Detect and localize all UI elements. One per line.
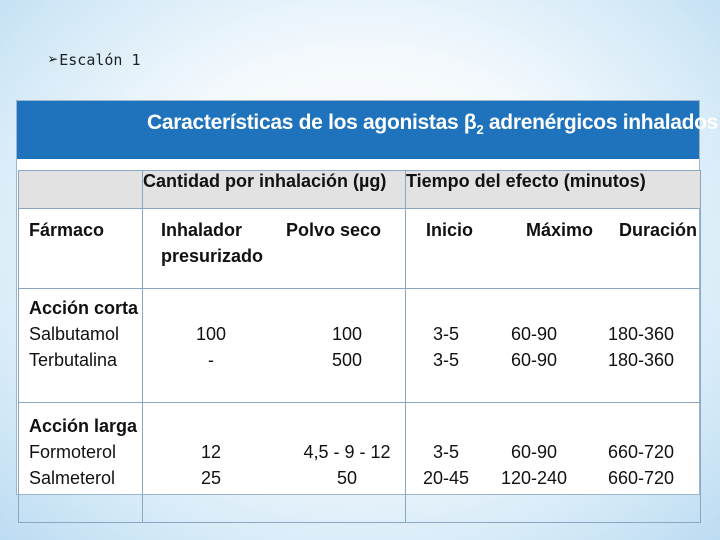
duration-value: 180-360: [607, 350, 675, 370]
section-title: Acción corta: [29, 298, 139, 318]
drug-name: Salbutamol: [29, 324, 120, 344]
section-row-long: Acción larga Formoterol Salmeterol 12 25…: [18, 402, 701, 523]
col-header-quantity: Inhalador presurizado Polvo seco: [142, 208, 406, 289]
section-quantity: 100 - 100 500: [142, 288, 406, 403]
inhaler-value: 100: [195, 324, 227, 344]
section-time: 3-5 3-5 60-90 60-90 180-360 180-360: [405, 288, 701, 403]
section-time: 3-5 20-45 60-90 120-240 660-720 660-720: [405, 402, 701, 523]
max-value: 60-90: [510, 442, 558, 462]
col-header-powder: Polvo seco: [286, 220, 382, 240]
max-value: 60-90: [510, 350, 558, 370]
drug-name: Formoterol: [29, 442, 117, 462]
col-header-drug: Fármaco: [18, 208, 143, 289]
drug-name: Salmeterol: [29, 468, 116, 488]
onset-value: 20-45: [422, 468, 470, 488]
table-title-bar: Características de los agonistas β2 adre…: [17, 101, 718, 159]
col-header-time: Inicio Máximo Duración: [405, 208, 701, 289]
duration-value: 660-720: [607, 442, 675, 462]
drug-name: Terbutalina: [29, 350, 118, 370]
col-header-inhaler: Inhalador presurizado: [161, 220, 264, 266]
max-value: 120-240: [500, 468, 568, 488]
powder-value: 100: [331, 324, 363, 344]
section-title: Acción larga: [29, 416, 138, 436]
inhaler-value: 12: [200, 442, 222, 462]
group-header-quantity: Cantidad por inhalación (µg): [142, 170, 406, 209]
onset-value: 3-5: [432, 350, 459, 370]
section-row-short: Acción corta Salbutamol Terbutalina 100 …: [18, 288, 701, 403]
slide-title-text: Escalón 1: [59, 51, 141, 69]
group-header-row: Cantidad por inhalación (µg) Tiempo del …: [18, 170, 701, 209]
inhaler-value: 25: [200, 468, 222, 488]
onset-value: 3-5: [432, 324, 459, 344]
bullet-arrow-icon: ➢: [48, 50, 59, 70]
drug-grid: Cantidad por inhalación (µg) Tiempo del …: [18, 170, 701, 523]
col-header-duration: Duración: [619, 220, 698, 240]
col-header-max: Máximo: [526, 220, 594, 240]
max-value: 60-90: [510, 324, 558, 344]
section-names: Acción corta Salbutamol Terbutalina: [18, 288, 143, 403]
group-header-time: Tiempo del efecto (minutos): [405, 170, 701, 209]
col-header-onset: Inicio: [426, 220, 474, 240]
table-title: Características de los agonistas β2 adre…: [147, 111, 719, 138]
section-quantity: 12 25 4,5 - 9 - 12 50: [142, 402, 406, 523]
section-names: Acción larga Formoterol Salmeterol: [18, 402, 143, 523]
inhaler-value: -: [208, 350, 214, 370]
slide-title: ➢ Escalón 1: [48, 50, 141, 70]
duration-value: 660-720: [607, 468, 675, 488]
drug-table: Características de los agonistas β2 adre…: [16, 100, 718, 523]
group-header-blank: [18, 170, 143, 209]
powder-value: 50: [336, 468, 358, 488]
onset-value: 3-5: [432, 442, 459, 462]
powder-value: 4,5 - 9 - 12: [303, 442, 391, 462]
duration-value: 180-360: [607, 324, 675, 344]
powder-value: 500: [331, 350, 363, 370]
column-header-row: Fármaco Inhalador presurizado Polvo seco…: [18, 208, 701, 289]
